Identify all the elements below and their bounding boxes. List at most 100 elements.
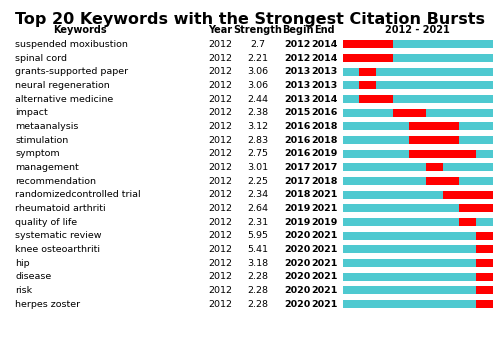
Bar xyxy=(409,150,476,158)
Text: 2018: 2018 xyxy=(311,136,337,144)
Text: 2.7: 2.7 xyxy=(250,40,265,49)
Text: 2012: 2012 xyxy=(208,163,232,172)
Text: 2021: 2021 xyxy=(311,245,337,254)
Text: 3.06: 3.06 xyxy=(247,67,268,76)
Text: 2020: 2020 xyxy=(284,286,310,295)
Text: 5.95: 5.95 xyxy=(247,231,268,240)
Text: impact: impact xyxy=(15,108,48,117)
Text: 2.28: 2.28 xyxy=(247,272,268,281)
Bar xyxy=(459,218,476,226)
Text: Strength: Strength xyxy=(233,25,282,35)
Text: management: management xyxy=(15,163,79,172)
Text: 2020: 2020 xyxy=(284,258,310,268)
Text: 2020: 2020 xyxy=(284,272,310,281)
Text: 2.83: 2.83 xyxy=(247,136,268,144)
Text: 3.06: 3.06 xyxy=(247,81,268,90)
Text: 2021: 2021 xyxy=(311,272,337,281)
Bar xyxy=(392,109,426,116)
Text: metaanalysis: metaanalysis xyxy=(15,122,78,131)
Text: 2018: 2018 xyxy=(311,122,337,131)
Text: 2021: 2021 xyxy=(311,300,337,308)
Text: 2017: 2017 xyxy=(284,176,310,186)
Text: 2012: 2012 xyxy=(208,190,232,199)
Text: 2013: 2013 xyxy=(311,81,337,90)
Text: 2013: 2013 xyxy=(284,67,310,76)
Text: disease: disease xyxy=(15,272,52,281)
Text: 2019: 2019 xyxy=(311,218,337,226)
Text: 2.75: 2.75 xyxy=(247,149,268,158)
Text: 2014: 2014 xyxy=(311,54,337,62)
Text: 2021: 2021 xyxy=(311,204,337,213)
Bar xyxy=(359,68,376,76)
Text: rheumatoid arthriti: rheumatoid arthriti xyxy=(15,204,106,213)
Text: 2.21: 2.21 xyxy=(247,54,268,62)
Text: 2013: 2013 xyxy=(311,67,337,76)
Text: 2014: 2014 xyxy=(311,40,337,49)
Bar xyxy=(442,191,500,199)
Text: 2.44: 2.44 xyxy=(247,94,268,104)
Text: suspended moxibustion: suspended moxibustion xyxy=(15,40,128,49)
Text: Begin: Begin xyxy=(282,25,313,35)
Text: 2020: 2020 xyxy=(284,231,310,240)
Text: 2.38: 2.38 xyxy=(247,108,268,117)
Text: 2021: 2021 xyxy=(311,258,337,268)
Text: 2016: 2016 xyxy=(311,108,337,117)
Text: symptom: symptom xyxy=(15,149,60,158)
Text: herpes zoster: herpes zoster xyxy=(15,300,80,308)
Text: 2019: 2019 xyxy=(284,204,310,213)
Text: 5.41: 5.41 xyxy=(247,245,268,254)
Text: Year: Year xyxy=(208,25,232,35)
Text: 2021: 2021 xyxy=(311,231,337,240)
Text: spinal cord: spinal cord xyxy=(15,54,67,62)
Text: 2012: 2012 xyxy=(208,94,232,104)
Text: 2.28: 2.28 xyxy=(247,300,268,308)
Bar xyxy=(476,286,500,294)
Bar xyxy=(359,81,376,89)
Text: neural regeneration: neural regeneration xyxy=(15,81,110,90)
Bar xyxy=(476,246,500,253)
Bar xyxy=(476,273,500,280)
Text: stimulation: stimulation xyxy=(15,136,68,144)
Text: 2012: 2012 xyxy=(208,300,232,308)
Text: 2012: 2012 xyxy=(208,67,232,76)
Text: 2.25: 2.25 xyxy=(247,176,268,186)
Text: 2015: 2015 xyxy=(284,108,310,117)
Text: 2012: 2012 xyxy=(208,204,232,213)
Text: 2016: 2016 xyxy=(284,122,310,131)
Text: 2021: 2021 xyxy=(311,286,337,295)
Text: 2.64: 2.64 xyxy=(247,204,268,213)
Text: 2016: 2016 xyxy=(284,149,310,158)
Text: 2012: 2012 xyxy=(208,149,232,158)
Text: 2012 - 2021: 2012 - 2021 xyxy=(385,25,450,35)
Text: Keywords: Keywords xyxy=(53,25,107,35)
Text: 2021: 2021 xyxy=(311,190,337,199)
Text: 2012: 2012 xyxy=(208,54,232,62)
Bar xyxy=(426,163,442,171)
Text: 2012: 2012 xyxy=(208,272,232,281)
Text: knee osteoarthriti: knee osteoarthriti xyxy=(15,245,100,254)
Text: recommendation: recommendation xyxy=(15,176,96,186)
Bar xyxy=(342,54,392,62)
Text: randomizedcontrolled trial: randomizedcontrolled trial xyxy=(15,190,140,199)
Text: 3.01: 3.01 xyxy=(247,163,268,172)
Text: 2.31: 2.31 xyxy=(247,218,268,226)
Text: 2019: 2019 xyxy=(311,149,337,158)
Text: systematic review: systematic review xyxy=(15,231,102,240)
Text: 2014: 2014 xyxy=(311,94,337,104)
Text: End: End xyxy=(314,25,334,35)
Text: 2012: 2012 xyxy=(208,231,232,240)
Text: 2012: 2012 xyxy=(208,218,232,226)
Text: 2018: 2018 xyxy=(284,190,311,199)
Bar xyxy=(476,232,500,240)
Text: 2012: 2012 xyxy=(208,122,232,131)
Text: 2012: 2012 xyxy=(208,108,232,117)
Text: 3.18: 3.18 xyxy=(247,258,268,268)
Bar xyxy=(426,177,459,185)
Text: 2019: 2019 xyxy=(284,218,310,226)
Text: grants-supported paper: grants-supported paper xyxy=(15,67,128,76)
Text: 2012: 2012 xyxy=(208,136,232,144)
Text: 2013: 2013 xyxy=(284,94,310,104)
Bar xyxy=(359,95,392,103)
Text: 2012: 2012 xyxy=(208,245,232,254)
Text: Top 20 Keywords with the Strongest Citation Bursts: Top 20 Keywords with the Strongest Citat… xyxy=(15,12,485,27)
